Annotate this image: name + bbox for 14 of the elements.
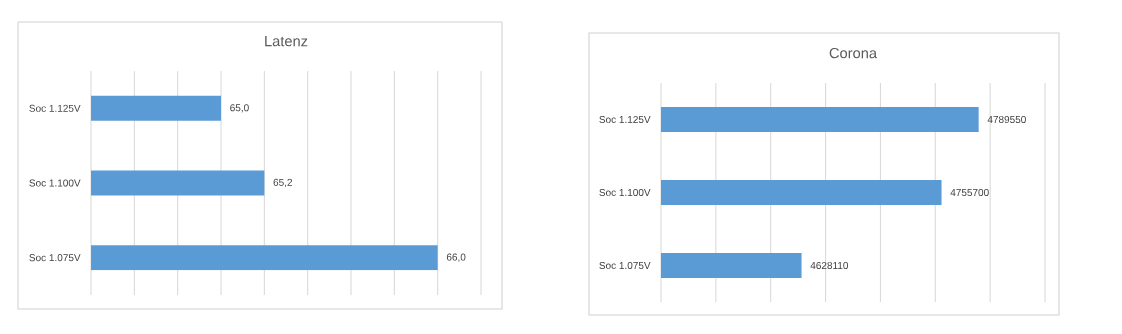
data-label: 4755700: [950, 188, 989, 197]
chart-title: Corona: [829, 47, 878, 59]
data-label: 4628110: [810, 261, 849, 270]
y-tick-label: Soc 1.075V: [599, 261, 651, 270]
data-label: 4789550: [987, 115, 1026, 124]
data-label: 65,2: [273, 178, 293, 188]
y-tick-label: Soc 1.100V: [29, 179, 81, 187]
data-label: 66,0: [446, 253, 466, 262]
chart-title: Latenz: [265, 36, 308, 47]
y-tick-label: Soc 1.100V: [599, 188, 651, 197]
y-tick-label: Soc 1.075V: [29, 254, 81, 262]
y-tick-label: Soc 1.125V: [29, 104, 81, 112]
data-label: 65,0: [230, 104, 249, 113]
y-tick-label: Soc 1.125V: [599, 115, 651, 124]
